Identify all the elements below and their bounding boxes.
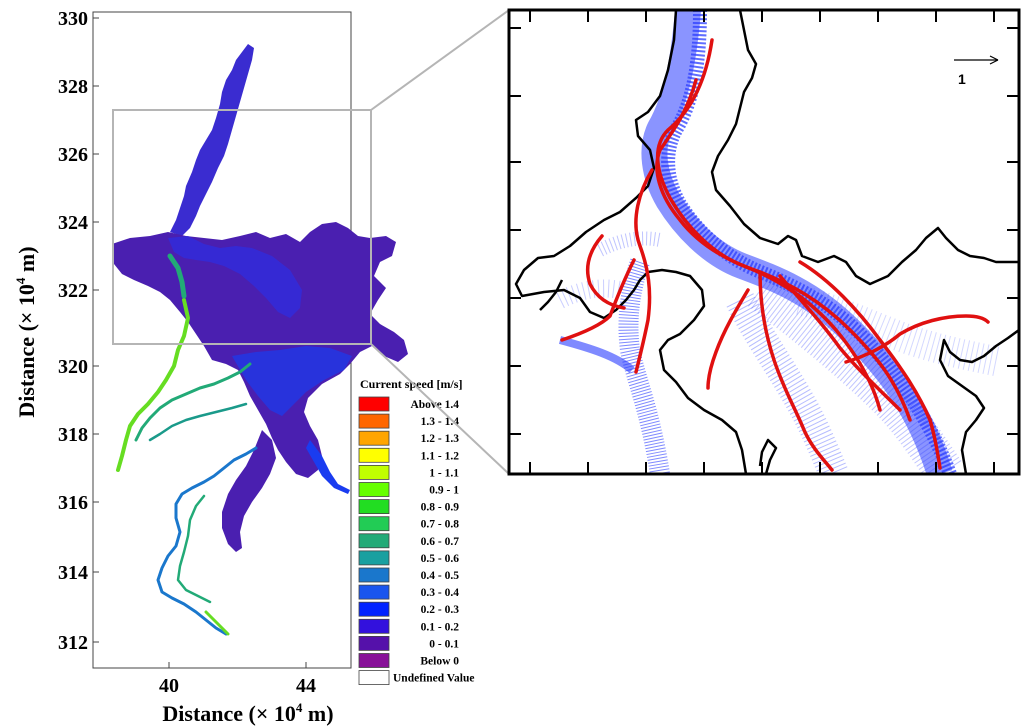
y-tick: 320 [58, 356, 88, 378]
legend-swatch [358, 533, 390, 549]
legend-label: 1 - 1.1 [429, 467, 459, 479]
legend-label: 0.3 - 0.4 [421, 587, 460, 599]
y-tick: 312 [58, 632, 88, 654]
legend-label: 0.6 - 0.7 [421, 536, 460, 548]
central-fast-zone [168, 236, 302, 318]
legend-label: Below 0 [420, 656, 459, 668]
legend-swatch [358, 516, 390, 532]
y-tick: 330 [58, 8, 88, 30]
y-tick: 318 [58, 424, 88, 446]
legend-swatch [358, 601, 390, 617]
west-river-3 [148, 402, 248, 442]
legend-label: 0.4 - 0.5 [421, 570, 460, 582]
main-x-ticks: 40 44 [159, 662, 316, 697]
speed-legend: Current speed [m/s] Above 1.41.3 - 1.41.… [358, 377, 474, 685]
legend-swatch [358, 464, 390, 480]
legend-swatch [358, 499, 390, 515]
legend-swatch [358, 584, 390, 600]
legend-swatch [358, 618, 390, 634]
legend-swatch [358, 482, 390, 497]
legend-label: 0.2 - 0.3 [421, 604, 460, 616]
southern-arm [222, 430, 276, 552]
legend-label: 1.1 - 1.2 [421, 450, 460, 462]
scale-vector: 1 [954, 55, 999, 87]
tributary-rivers [116, 253, 258, 636]
inset-panel: 1 [507, 8, 1021, 476]
legend-swatch [358, 670, 390, 685]
y-tick: 322 [58, 280, 88, 302]
legend-swatch [358, 447, 390, 463]
legend-title: Current speed [m/s] [360, 377, 462, 391]
streamlines [560, 38, 990, 472]
legend-label: Undefined Value [393, 673, 474, 685]
legend-swatch [358, 396, 390, 412]
y-tick: 324 [58, 212, 88, 234]
legend-items: Above 1.41.3 - 1.41.2 - 1.31.1 - 1.21 - … [358, 396, 474, 685]
zoom-connectors [370, 9, 510, 475]
y-tick: 328 [58, 76, 88, 98]
x-tick: 44 [296, 675, 316, 697]
legend-swatch [358, 653, 390, 668]
legend-label: 0.9 - 1 [429, 485, 459, 497]
southwest-river [156, 446, 258, 636]
legend-label: 0.7 - 0.8 [421, 519, 460, 531]
y-tick: 326 [58, 144, 88, 166]
x-axis-label: Distance (× 104 m) [162, 700, 333, 726]
y-tick: 314 [58, 562, 88, 584]
central-basin [112, 222, 408, 478]
north-channel [170, 44, 254, 236]
legend-swatch [358, 636, 390, 651]
west-river-junction [167, 253, 187, 299]
reservoir-water [112, 44, 408, 552]
legend-label: 0 - 0.1 [429, 638, 459, 650]
scale-vector-label: 1 [958, 71, 966, 87]
legend-swatch [358, 430, 390, 446]
southwest-river-tail [204, 610, 230, 636]
legend-label: 0.8 - 0.9 [421, 502, 460, 514]
shoreline [514, 10, 1019, 474]
x-tick: 40 [159, 675, 179, 697]
legend-label: 0.1 - 0.2 [421, 621, 460, 633]
southeast-fast-zone [232, 346, 352, 416]
main-map-panel: 330 328 326 324 322 320 318 316 314 312 … [13, 8, 408, 726]
southwest-river-loop [176, 494, 212, 604]
inset-ticks [509, 10, 1019, 474]
zoom-window [112, 109, 372, 345]
west-river-1 [116, 298, 190, 472]
main-y-ticks: 330 328 326 324 322 320 318 316 314 312 [58, 8, 99, 654]
west-river-2 [134, 362, 252, 442]
legend-swatch [358, 413, 390, 429]
legend-label: 0.5 - 0.6 [421, 553, 460, 565]
legend-swatch [358, 567, 390, 583]
legend-swatch [358, 550, 390, 566]
inset-frame [507, 8, 1021, 476]
y-tick: 316 [58, 492, 88, 514]
east-tributary [306, 440, 350, 494]
legend-label: 1.2 - 1.3 [421, 433, 460, 445]
y-axis-label: Distance (× 104 m) [13, 246, 39, 417]
